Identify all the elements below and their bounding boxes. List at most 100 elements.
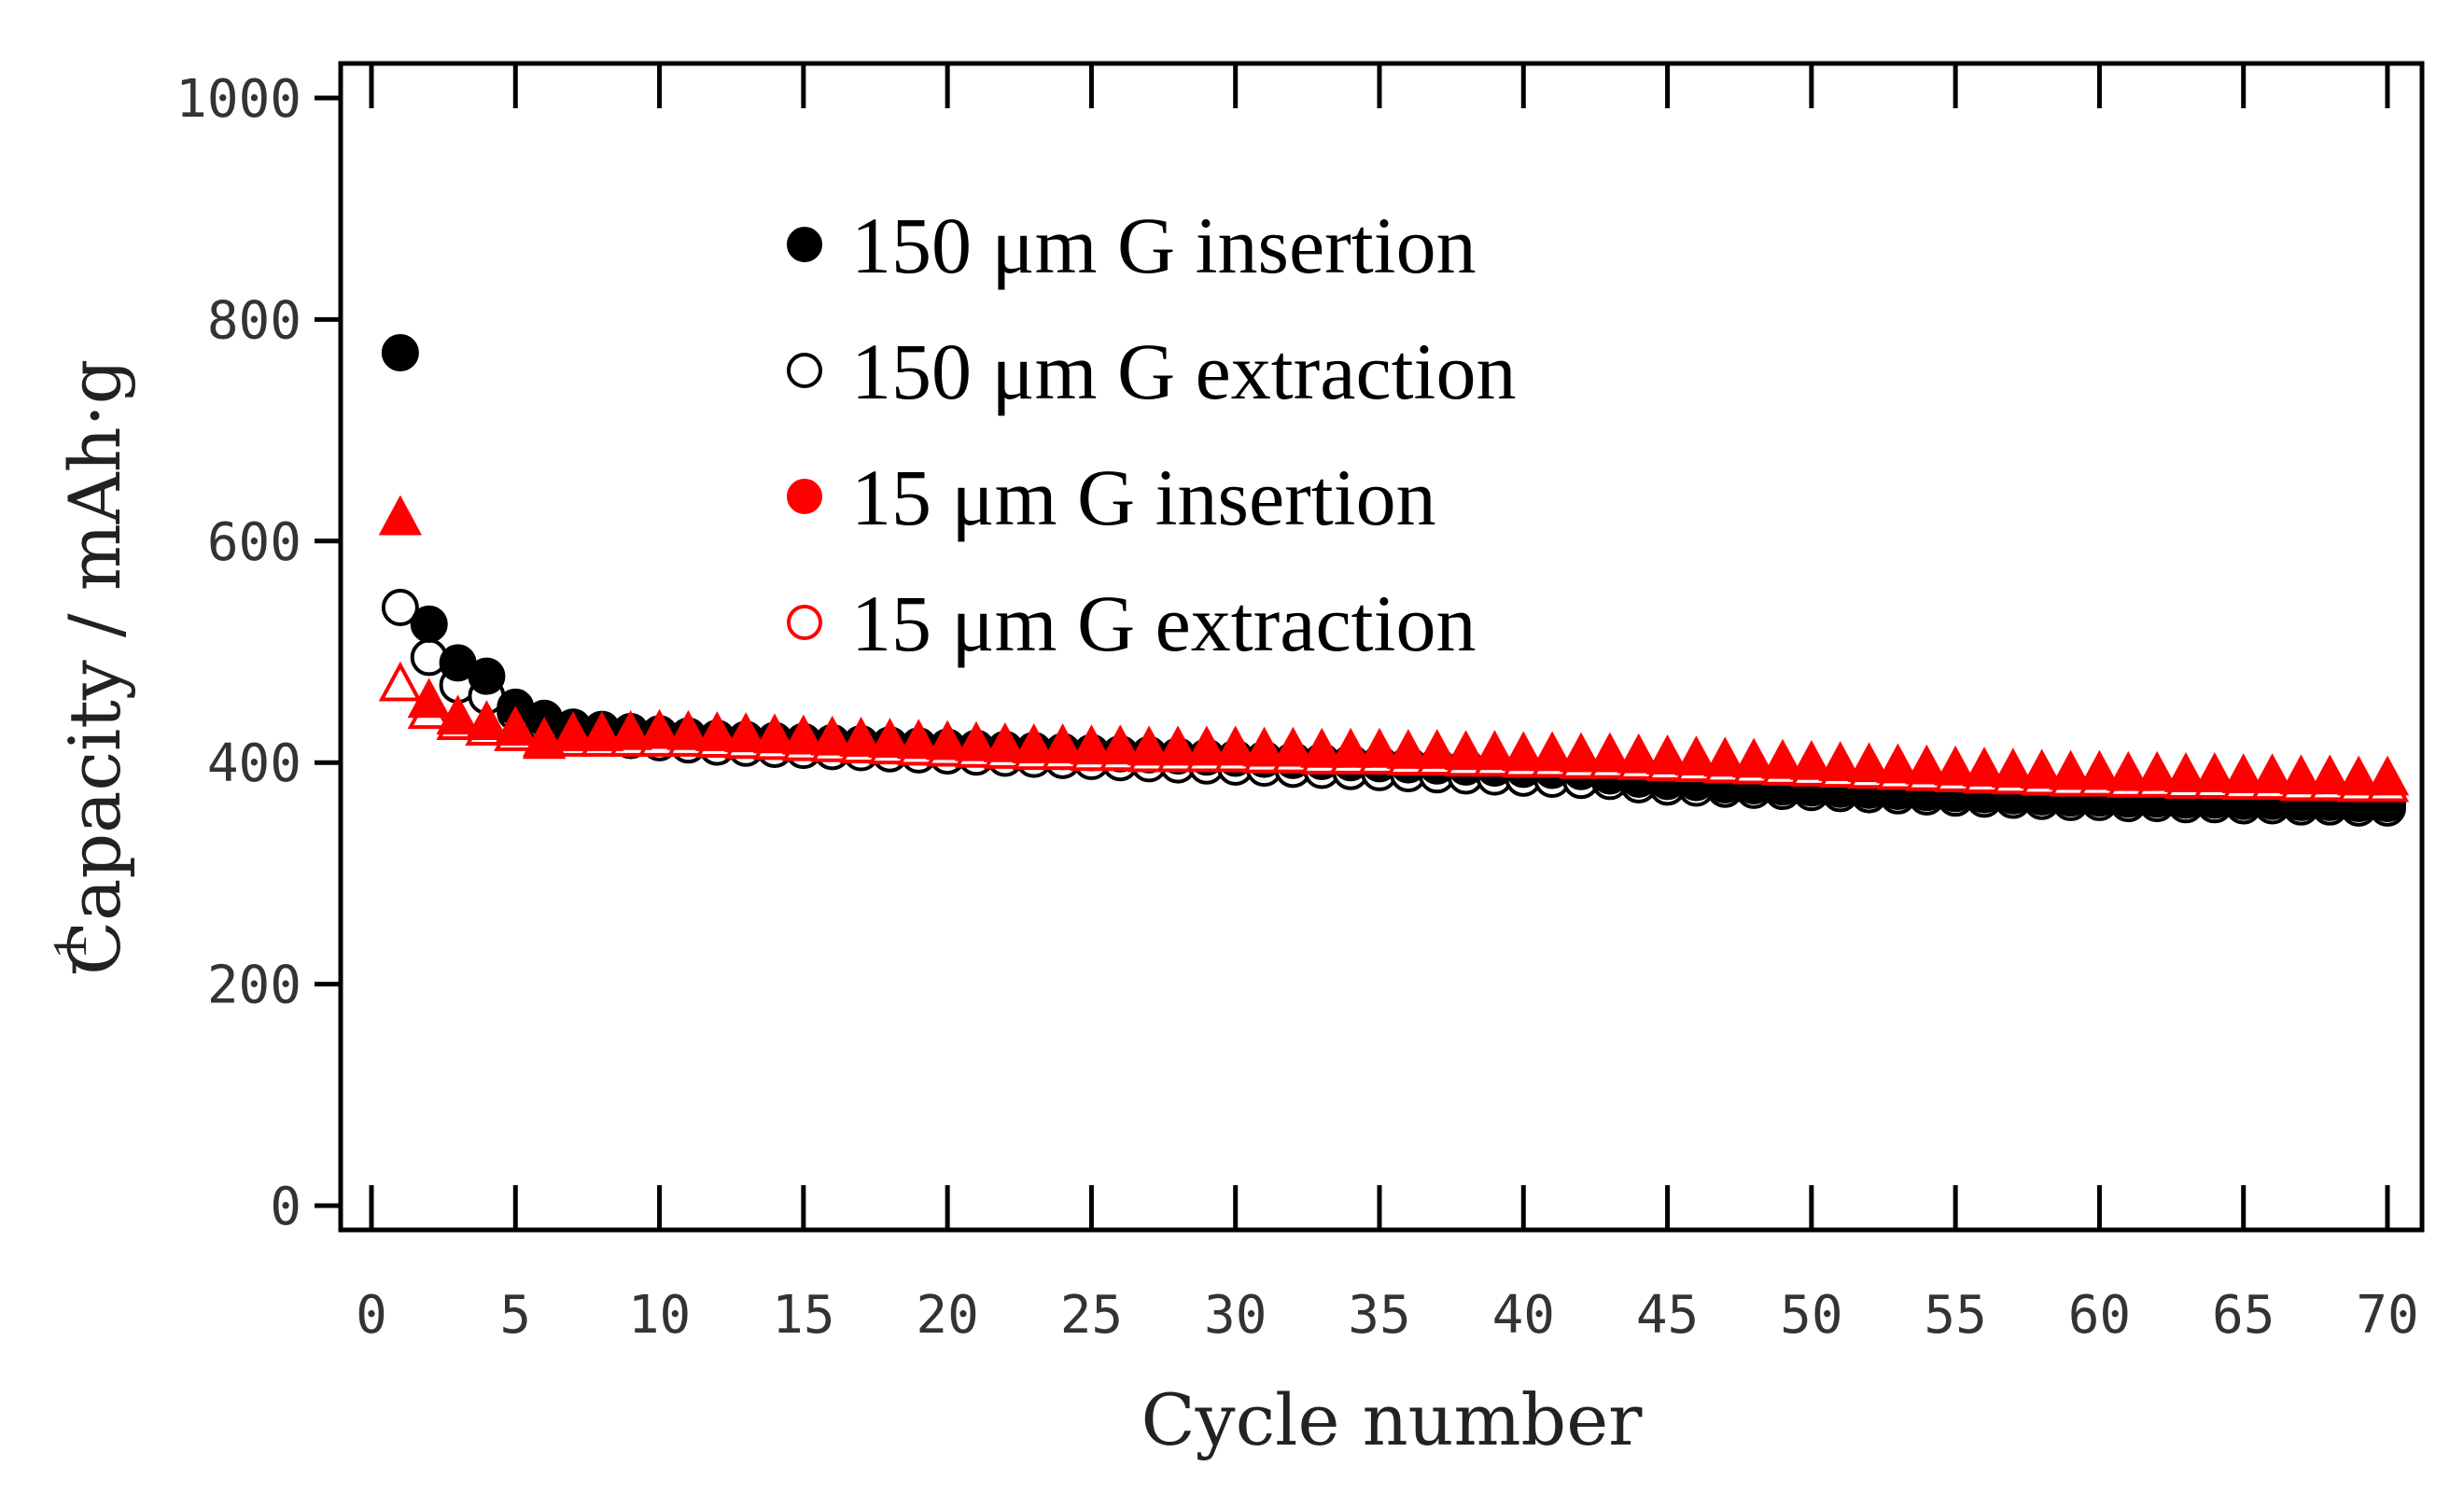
data-point: [868, 718, 912, 759]
data-point: [436, 694, 480, 735]
data-point: [378, 661, 423, 702]
x-tick-label: 45: [1636, 1285, 1699, 1346]
data-point: [1041, 723, 1085, 763]
data-point: [810, 715, 854, 756]
data-point: [410, 605, 448, 643]
data-point: [1703, 736, 1747, 777]
x-tick-label: 70: [2356, 1285, 2418, 1346]
data-point: [1588, 732, 1632, 773]
y-axis-title-superscript: -1: [44, 935, 97, 975]
data-point: [1645, 734, 1689, 775]
data-point: [468, 657, 506, 695]
data-point: [1674, 735, 1718, 776]
x-tick-label: 60: [2068, 1285, 2131, 1346]
data-point: [465, 700, 509, 741]
y-tick-label: 200: [207, 956, 301, 1016]
data-point: [1473, 730, 1517, 771]
x-tick-label: 50: [1780, 1285, 1842, 1346]
data-point: [2163, 752, 2208, 792]
legend: 150 μm G insertion 150 μm G extraction 15 …: [787, 201, 1516, 668]
legend-marker: [787, 227, 822, 262]
data-point: [1300, 727, 1344, 768]
data-point: [695, 711, 739, 751]
data-point: [666, 709, 710, 750]
data-point: [1962, 747, 2007, 787]
x-tick-label: 35: [1348, 1285, 1410, 1346]
data-point: [1876, 743, 1920, 784]
legend-marker: [787, 353, 822, 388]
data-point: [925, 719, 970, 761]
y-tick-label: 400: [207, 733, 301, 794]
data-point: [1184, 725, 1229, 766]
y-axis-title: Capacity / mAh·g: [53, 359, 136, 975]
data-point: [897, 719, 941, 760]
data-point: [2107, 750, 2150, 791]
data-point: [1357, 727, 1402, 768]
data-point: [1818, 741, 1862, 781]
legend-marker: [787, 479, 822, 514]
y-tick-label: 1000: [175, 69, 301, 130]
data-point: [637, 708, 681, 749]
legend-label: 150 μm G insertion: [851, 201, 1477, 290]
x-tick-label: 55: [1924, 1285, 1986, 1346]
data-point: [1760, 738, 1805, 779]
data-point: [1155, 725, 1200, 766]
data-point: [407, 677, 451, 719]
data-point: [1847, 742, 1891, 783]
data-point: [1242, 726, 1286, 767]
data-point: [2078, 749, 2121, 790]
data-point: [1127, 725, 1171, 766]
data-point: [580, 711, 624, 751]
series-layer: [378, 334, 2410, 827]
y-tick-label: 0: [270, 1177, 301, 1237]
x-tick-label: 20: [916, 1285, 978, 1346]
data-point: [522, 717, 567, 757]
data-point: [1991, 747, 2036, 789]
data-point: [378, 495, 423, 536]
series-2: [378, 495, 2410, 796]
data-point: [1386, 729, 1431, 769]
data-point: [1444, 730, 1488, 771]
x-tick-label: 25: [1060, 1285, 1123, 1346]
data-point: [1731, 737, 1776, 778]
data-point: [1328, 727, 1373, 768]
data-point: [1070, 724, 1113, 765]
legend-label: 15 μm G extraction: [851, 579, 1476, 668]
data-point: [1099, 724, 1142, 765]
data-point: [1559, 732, 1603, 773]
x-tick-label: 15: [772, 1285, 834, 1346]
data-point: [2020, 748, 2064, 789]
data-point: [2250, 753, 2294, 794]
x-tick-label: 10: [628, 1285, 691, 1346]
data-point: [2135, 750, 2179, 791]
x-axis-title: Cycle number: [1141, 1378, 1643, 1461]
data-point: [2308, 754, 2352, 795]
x-tick-label: 40: [1492, 1285, 1555, 1346]
data-point: [2279, 754, 2323, 795]
data-point: [1933, 745, 1978, 786]
x-tick-label: 30: [1204, 1285, 1267, 1346]
data-point: [1789, 739, 1834, 780]
legend-label: 150 μm G extraction: [851, 327, 1516, 416]
data-point: [609, 709, 652, 750]
data-point: [2365, 755, 2410, 796]
x-tick-label: 0: [356, 1285, 387, 1346]
data-point: [381, 589, 419, 627]
x-tick-label: 5: [499, 1285, 531, 1346]
data-point: [752, 713, 797, 754]
data-point: [1905, 744, 1949, 785]
data-point: [1271, 726, 1315, 767]
data-point: [723, 712, 768, 753]
data-point: [1012, 723, 1056, 763]
y-axis-title-group: Capacity / mAh·g -1: [44, 359, 136, 975]
data-point: [2192, 752, 2237, 792]
y-tick-label: 600: [207, 512, 301, 573]
legend-label: 15 μm G insertion: [851, 453, 1436, 542]
data-point: [2049, 749, 2093, 790]
data-point: [381, 334, 419, 372]
x-tick-label: 65: [2212, 1285, 2275, 1346]
data-point: [2336, 755, 2381, 796]
data-point: [494, 705, 538, 746]
data-point: [781, 714, 826, 755]
